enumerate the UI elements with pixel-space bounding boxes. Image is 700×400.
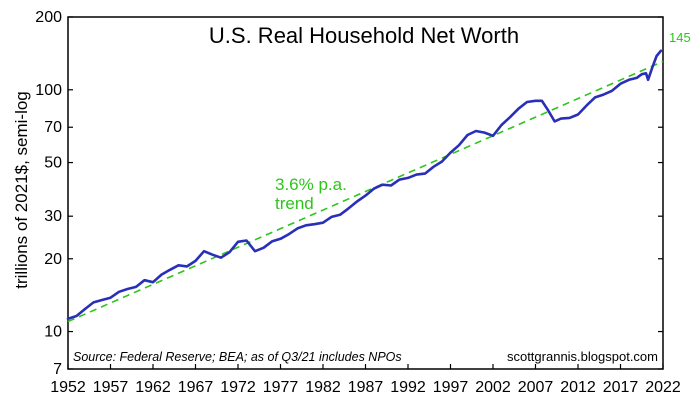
x-tick-label: 1962 bbox=[135, 379, 171, 396]
trend-line bbox=[67, 60, 664, 323]
y-axis-label: trillions of 2021$, semi-log bbox=[12, 91, 31, 288]
x-tick-label: 2022 bbox=[645, 379, 681, 396]
x-tick-label: 2017 bbox=[603, 379, 639, 396]
net-worth-line bbox=[66, 49, 663, 320]
y-tick-label: 10 bbox=[44, 324, 62, 341]
y-tick-label: 20 bbox=[44, 251, 62, 268]
source-note: Source: Federal Reserve; BEA; as of Q3/2… bbox=[73, 350, 402, 364]
x-tick-label: 1982 bbox=[305, 379, 341, 396]
series-layer bbox=[66, 49, 663, 320]
y-tick-label: 30 bbox=[44, 208, 62, 225]
trend-annotation-label: trend bbox=[275, 194, 314, 213]
x-tick-label: 2012 bbox=[560, 379, 596, 396]
x-tick-label: 1987 bbox=[348, 379, 384, 396]
x-tick-label: 1977 bbox=[263, 379, 299, 396]
axes bbox=[67, 16, 664, 370]
trend-annotation-rate: 3.6% p.a. bbox=[275, 175, 347, 194]
trend-layer bbox=[67, 60, 664, 323]
x-tick-label: 1997 bbox=[433, 379, 469, 396]
credit-note: scottgrannis.blogspot.com bbox=[507, 349, 658, 364]
chart-title: U.S. Real Household Net Worth bbox=[209, 23, 519, 48]
y-tick-label: 200 bbox=[35, 9, 62, 26]
x-tick-label: 2007 bbox=[518, 379, 554, 396]
x-tick-label: 1992 bbox=[390, 379, 426, 396]
y-tick-label: 7 bbox=[53, 361, 62, 378]
y-axis-ticks: 7 10 20 30 50 70 100 200 bbox=[35, 9, 663, 378]
y-tick-label: 50 bbox=[44, 155, 62, 172]
end-value-label: 145 bbox=[669, 30, 691, 45]
x-tick-label: 1967 bbox=[178, 379, 214, 396]
y-tick-label: 70 bbox=[44, 119, 62, 136]
plot-frame bbox=[67, 16, 664, 370]
x-tick-label: 2002 bbox=[475, 379, 511, 396]
x-tick-label: 1952 bbox=[50, 379, 86, 396]
y-tick-label: 100 bbox=[35, 82, 62, 99]
x-tick-label: 1957 bbox=[93, 379, 129, 396]
x-tick-label: 1972 bbox=[220, 379, 256, 396]
x-axis-ticks: 1952 1957 1962 1967 1972 1977 1982 1987 1992 1997… bbox=[50, 364, 681, 396]
